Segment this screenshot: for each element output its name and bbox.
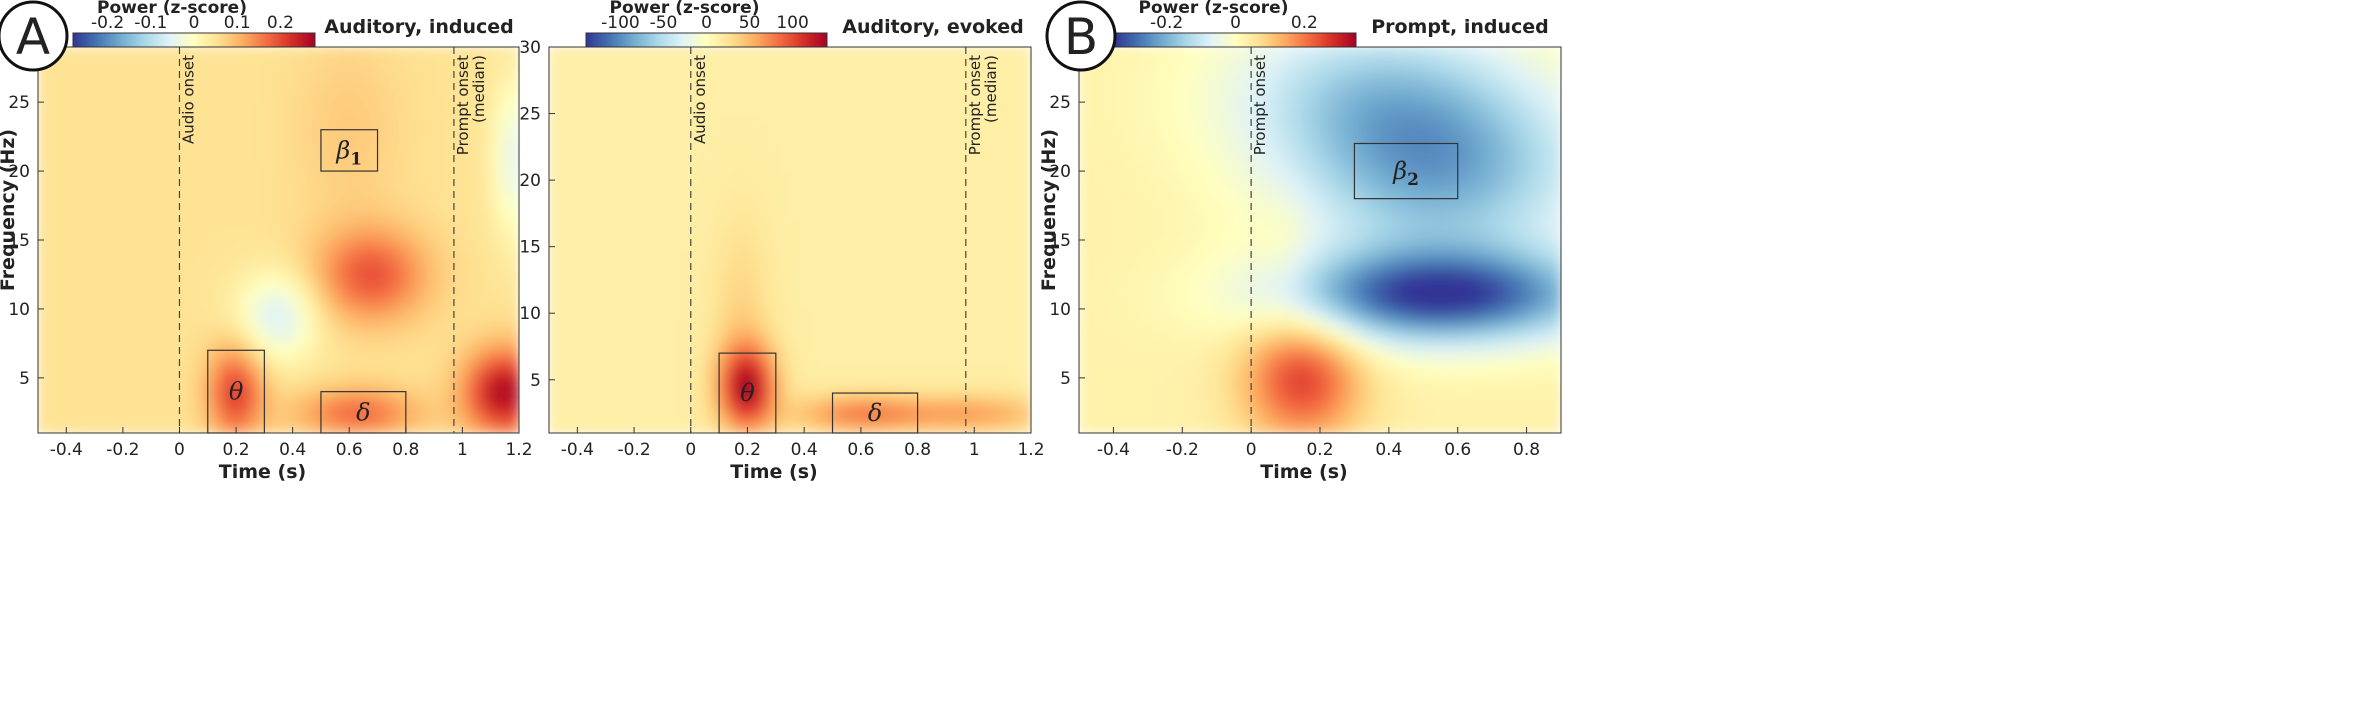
x-axis-label: Time (s) [730,461,817,483]
x-tick-label: 1.2 [1017,440,1044,460]
roi-label: β2 [1392,157,1419,190]
x-tick-label: 0.4 [279,440,306,460]
roi-label: θ [229,378,244,406]
colorbar-tick-label: -0.2 [91,13,124,33]
panel-title: Prompt, induced [1371,16,1549,38]
roi-box [320,129,379,172]
x-tick-label: 1 [969,440,980,460]
panel-2: Audio onset Prompt onset(median) θ δ -0.4 -0.… [519,0,1044,483]
x-tick-label: 0.8 [1513,440,1540,460]
x-tick-label: 0.6 [336,440,363,460]
colorbar-tick-label: 50 [739,13,761,33]
y-axis-label: Frequency (Hz) [1038,129,1060,291]
colorbar-title: Power (z-score) [610,0,760,18]
onset-label: Prompt onset [1251,55,1269,155]
y-tick-label: 5 [530,371,541,391]
colorbar-tick-label: -0.1 [134,13,167,33]
colorbar-title: Power (z-score) [1139,0,1289,18]
panel-title: Auditory, evoked [842,16,1024,38]
x-tick-label: 0 [174,440,185,460]
x-tick-label: 0.6 [1444,440,1471,460]
colorbar-tick-label: 0.2 [267,13,294,33]
x-tick-label: 0.4 [1375,440,1402,460]
onset-label-line2: (median) [982,55,1000,123]
colorbar [1114,32,1357,48]
x-tick-label: 0.2 [1306,440,1333,460]
colorbar-tick-label: 0.2 [1291,13,1318,33]
colorbar [72,32,316,48]
x-tick-label: -0.2 [106,440,139,460]
panel-letter-circle [1045,0,1117,72]
colorbar-tick-label: 100 [776,13,808,33]
y-tick-label: 5 [1060,369,1071,389]
y-tick-label: 20 [8,162,30,182]
heatmap-field [38,47,519,433]
y-tick-label: 25 [519,105,541,125]
x-tick-label: 0 [685,440,696,460]
colorbar-tick-label: -50 [650,13,678,33]
panel-letter: B [1064,8,1098,66]
y-tick-label: 10 [519,304,541,324]
x-tick-label: 0.8 [392,440,419,460]
roi-label: θ [740,379,755,407]
colorbar [585,32,828,48]
roi-box [831,392,919,434]
onset-label-line2: (median) [470,55,488,123]
x-axis-label: Time (s) [1260,461,1347,483]
y-tick-label: 10 [8,300,30,320]
panel-letter-circle [0,0,69,72]
y-tick-label: 25 [8,93,30,113]
x-tick-label: 1 [457,440,468,460]
roi-box [1353,142,1459,200]
x-tick-label: -0.2 [617,440,650,460]
y-tick-label: 25 [1049,93,1071,113]
x-tick-label: -0.4 [50,440,83,460]
onset-label: Audio onset [179,55,197,144]
panel-1: Audio onset Prompt onset(median) β1 θ δ -0.4 -… [0,0,533,483]
y-tick-label: 20 [519,171,541,191]
y-tick-label: 10 [1049,300,1071,320]
colorbar-tick-label: 0.1 [224,13,251,33]
x-tick-label: -0.2 [1166,440,1199,460]
roi-label: δ [356,398,370,426]
panel-3: Prompt onset β2 -0.4 -0.2 0 0.2 0.4 0.6 0.8 5 10 15… [1038,0,1562,483]
y-tick-label: 15 [1049,231,1071,251]
x-tick-label: 0 [1246,440,1257,460]
colorbar-tick-label: 0 [701,13,712,33]
colorbar-tick-label: -100 [601,13,640,33]
x-tick-label: 0.8 [904,440,931,460]
x-tick-label: 1.2 [505,440,532,460]
colorbar-tick-label: 0 [1230,13,1241,33]
y-tick-label: 20 [1049,162,1071,182]
y-axis-label: Frequency (Hz) [0,129,19,291]
onset-label: Audio onset [691,55,709,144]
colorbar-tick-label: 0 [189,13,200,33]
y-tick-label: 15 [8,231,30,251]
y-tick-label: 15 [519,238,541,258]
x-axis-label: Time (s) [219,461,306,483]
x-tick-label: -0.4 [1097,440,1130,460]
colorbar-title: Power (z-score) [97,0,247,18]
onset-label: Prompt onset [454,55,472,155]
panel-title: Auditory, induced [324,16,514,38]
heatmap-field [549,47,1031,433]
x-tick-label: 0.2 [223,440,250,460]
roi-label: δ [868,399,882,427]
panel-letter: A [16,8,50,66]
x-tick-label: 0.2 [734,440,761,460]
x-tick-label: 0.4 [791,440,818,460]
y-tick-label: 5 [19,369,30,389]
y-tick-label: 30 [519,38,541,58]
colorbar-tick-label: -0.2 [1150,13,1183,33]
x-tick-label: -0.4 [561,440,594,460]
x-tick-label: 0.6 [847,440,874,460]
heatmap-field [1079,47,1561,433]
roi-box [320,391,407,434]
roi-label: β1 [335,136,362,169]
onset-label: Prompt onset [966,55,984,155]
